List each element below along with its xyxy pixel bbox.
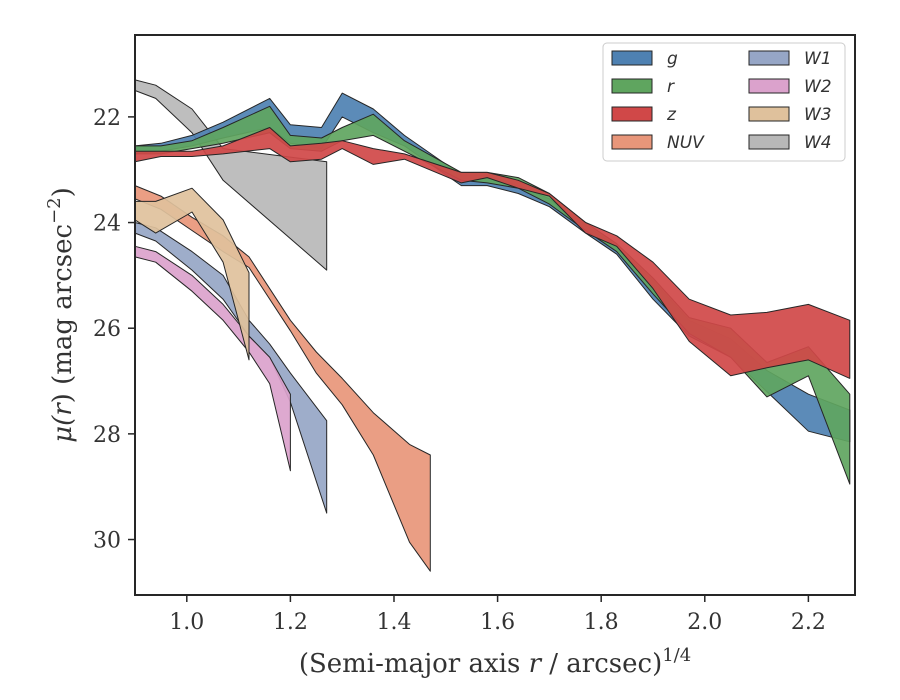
x-axis: 1.0 1.2 1.4 1.6 1.8 2.0 2.2 — [169, 595, 826, 635]
legend-swatch-nuv — [611, 134, 653, 150]
legend-swatch-w3 — [748, 106, 790, 122]
legend-box — [602, 42, 846, 162]
band-w2 — [134, 245, 291, 472]
legend-label-w2: W2 — [804, 77, 832, 97]
band-w4 — [134, 79, 328, 271]
x-tick-label: 2.0 — [687, 610, 722, 635]
legend-label-nuv: NUV — [667, 133, 705, 153]
legend-label-w1: W1 — [804, 49, 832, 69]
legend-label-w4: W4 — [804, 133, 832, 153]
legend-swatch-w4 — [748, 134, 790, 150]
y-tick-label: 24 — [93, 212, 121, 237]
x-tick-label: 2.2 — [791, 610, 826, 635]
bands-layer — [134, 79, 851, 572]
x-tick-label: 1.8 — [584, 610, 619, 635]
legend-swatch-w1 — [748, 50, 790, 66]
y-axis-label: μ(r) (mag arcsec−2) — [44, 187, 78, 443]
legend-swatch-w2 — [748, 78, 790, 94]
legend-swatch-r — [611, 78, 653, 94]
legend-swatch-g — [611, 50, 653, 66]
legend-label-w3: W3 — [804, 105, 832, 125]
y-axis: 22 24 26 28 30 — [93, 106, 135, 554]
plot-frame — [134, 34, 856, 596]
band-w3 — [134, 187, 250, 361]
x-tick-label: 1.2 — [273, 610, 308, 635]
legend: grz NUV W1 W2 W3 W4 — [602, 42, 846, 162]
band-z — [134, 127, 851, 379]
x-tick-label: 1.4 — [376, 610, 411, 635]
legend-label-z: z — [666, 105, 677, 125]
band-w1 — [134, 222, 328, 514]
x-axis-label: (Semi-major axis r / arcsec)1/4 — [299, 645, 691, 679]
y-tick-label: 22 — [93, 106, 121, 131]
legend-items: grz NUV W1 W2 W3 W4 — [611, 49, 832, 153]
legend-label-g: g — [667, 49, 678, 69]
x-tick-label: 1.6 — [480, 610, 515, 635]
y-tick-label: 26 — [93, 317, 121, 342]
y-tick-label: 30 — [93, 529, 121, 554]
x-tick-label: 1.0 — [169, 610, 204, 635]
y-tick-label: 28 — [93, 423, 121, 448]
legend-label-r: r — [667, 77, 675, 97]
legend-swatch-z — [611, 106, 653, 122]
